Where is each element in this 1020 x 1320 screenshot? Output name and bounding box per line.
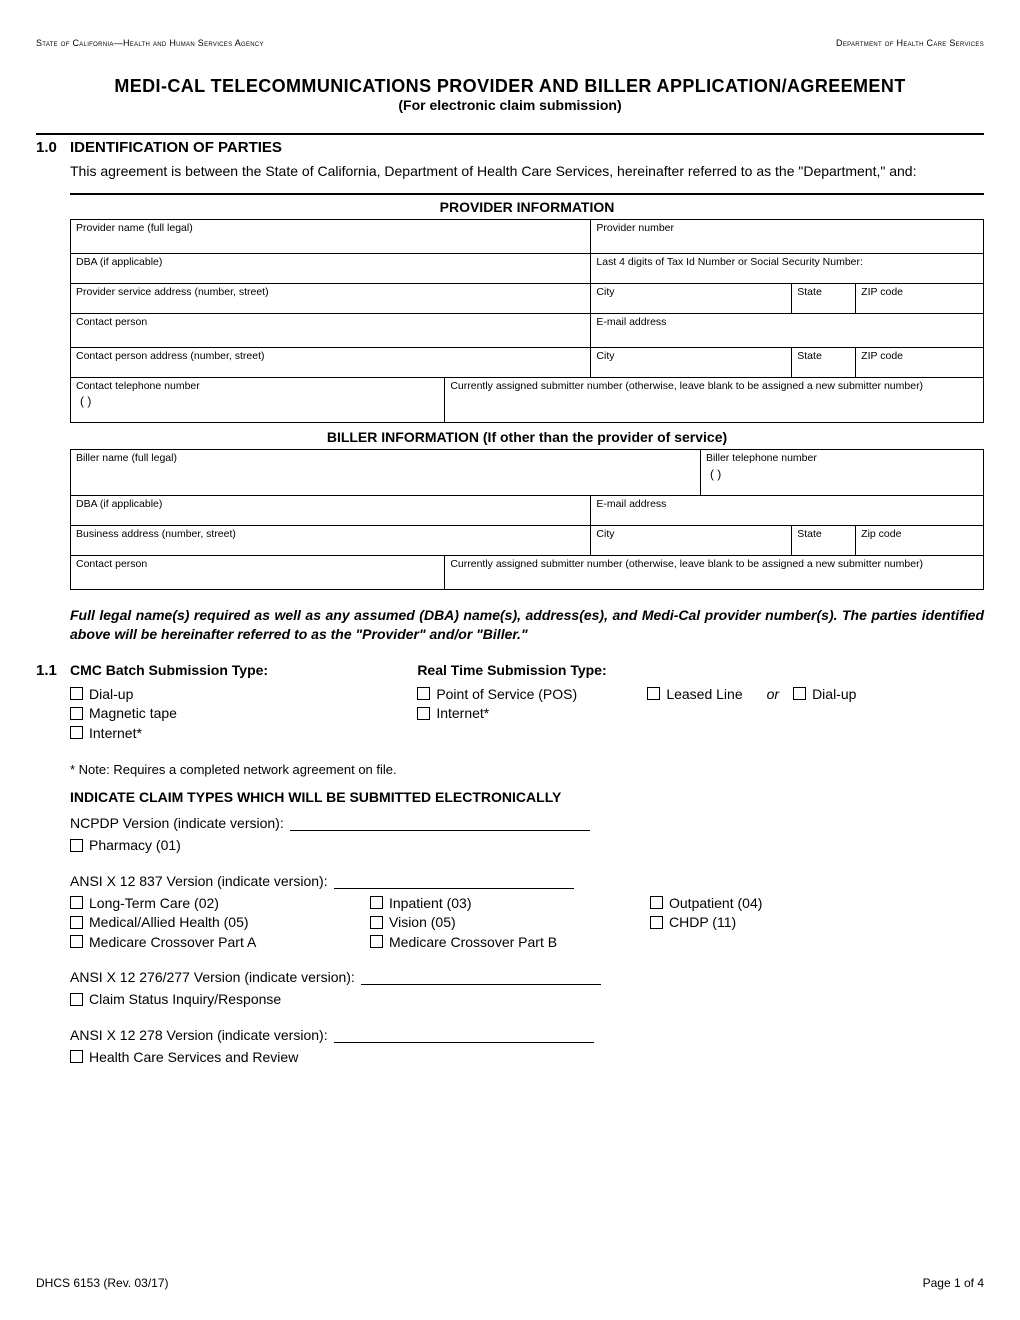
field-contact-state[interactable]: State bbox=[792, 347, 856, 377]
form-number: DHCS 6153 (Rev. 03/17) bbox=[36, 1276, 169, 1290]
field-provider-address[interactable]: Provider service address (number, street… bbox=[71, 283, 591, 313]
field-biller-zip[interactable]: Zip code bbox=[856, 526, 984, 556]
ansi276-label: ANSI X 12 276/277 Version (indicate vers… bbox=[70, 969, 355, 985]
checkbox-claim-status[interactable]: Claim Status Inquiry/Response bbox=[70, 991, 281, 1007]
agency-left: State of California—Health and Human Ser… bbox=[36, 38, 264, 48]
network-footnote: * Note: Requires a completed network agr… bbox=[70, 762, 984, 777]
checkbox-outpatient[interactable]: Outpatient (04) bbox=[650, 895, 762, 911]
page-header: State of California—Health and Human Ser… bbox=[36, 38, 984, 48]
provider-info-table: Provider name (full legal) Provider numb… bbox=[70, 219, 984, 424]
ansi276-version-line[interactable] bbox=[361, 971, 601, 985]
ansi278-version-line[interactable] bbox=[334, 1029, 594, 1043]
section-1-0-title: IDENTIFICATION OF PARTIES bbox=[70, 139, 282, 156]
field-contact-email[interactable]: E-mail address bbox=[591, 313, 984, 347]
ncpdp-label: NCPDP Version (indicate version): bbox=[70, 815, 284, 831]
field-biller-city[interactable]: City bbox=[591, 526, 792, 556]
ansi278-label: ANSI X 12 278 Version (indicate version)… bbox=[70, 1027, 328, 1043]
field-tax-last4[interactable]: Last 4 digits of Tax Id Number or Social… bbox=[591, 253, 984, 283]
checkbox-hc-review[interactable]: Health Care Services and Review bbox=[70, 1049, 298, 1065]
ansi837-version-line[interactable] bbox=[334, 875, 574, 889]
checkbox-medical[interactable]: Medical/Allied Health (05) bbox=[70, 914, 249, 930]
cmc-title: CMC Batch Submission Type: bbox=[70, 662, 417, 678]
field-provider-number[interactable]: Provider number bbox=[591, 219, 984, 253]
title-block: MEDI-CAL TELECOMMUNICATIONS PROVIDER AND… bbox=[36, 76, 984, 113]
biller-info-heading: BILLER INFORMATION (If other than the pr… bbox=[70, 423, 984, 449]
ansi837-label: ANSI X 12 837 Version (indicate version)… bbox=[70, 873, 328, 889]
ncpdp-version-line[interactable] bbox=[290, 817, 590, 831]
checkbox-medb[interactable]: Medicare Crossover Part B bbox=[370, 934, 557, 950]
field-biller-dba[interactable]: DBA (if applicable) bbox=[71, 496, 591, 526]
field-biller-state[interactable]: State bbox=[792, 526, 856, 556]
checkbox-inpatient[interactable]: Inpatient (03) bbox=[370, 895, 472, 911]
checkbox-leased[interactable]: Leased Line bbox=[647, 686, 742, 702]
checkbox-pos[interactable]: Point of Service (POS) bbox=[417, 686, 577, 702]
checkbox-magtape[interactable]: Magnetic tape bbox=[70, 705, 177, 721]
field-biller-phone[interactable]: Biller telephone number ( ) bbox=[700, 450, 983, 496]
legal-note: Full legal name(s) required as well as a… bbox=[70, 606, 984, 644]
field-contact-phone[interactable]: Contact telephone number ( ) bbox=[71, 377, 445, 423]
provider-info-heading: PROVIDER INFORMATION bbox=[70, 195, 984, 219]
field-biller-submitter[interactable]: Currently assigned submitter number (oth… bbox=[445, 556, 984, 590]
field-contact-zip[interactable]: ZIP code bbox=[856, 347, 984, 377]
field-submitter-number[interactable]: Currently assigned submitter number (oth… bbox=[445, 377, 984, 423]
checkbox-chdp[interactable]: CHDP (11) bbox=[650, 914, 736, 930]
field-biller-address[interactable]: Business address (number, street) bbox=[71, 526, 591, 556]
checkbox-vision[interactable]: Vision (05) bbox=[370, 914, 456, 930]
section-1-0-num: 1.0 bbox=[36, 139, 70, 156]
title-sub: (For electronic claim submission) bbox=[36, 97, 984, 113]
field-contact-address[interactable]: Contact person address (number, street) bbox=[71, 347, 591, 377]
section-1-0-para: This agreement is between the State of C… bbox=[70, 162, 984, 181]
field-provider-dba[interactable]: DBA (if applicable) bbox=[71, 253, 591, 283]
page-footer: DHCS 6153 (Rev. 03/17) Page 1 of 4 bbox=[36, 1276, 984, 1290]
field-biller-name[interactable]: Biller name (full legal) bbox=[71, 450, 701, 496]
field-provider-state[interactable]: State bbox=[792, 283, 856, 313]
field-biller-contact[interactable]: Contact person bbox=[71, 556, 445, 590]
field-biller-email[interactable]: E-mail address bbox=[591, 496, 984, 526]
field-provider-zip[interactable]: ZIP code bbox=[856, 283, 984, 313]
or-text: or bbox=[767, 686, 779, 702]
field-contact-person[interactable]: Contact person bbox=[71, 313, 591, 347]
rt-title: Real Time Submission Type: bbox=[417, 662, 984, 678]
page-number: Page 1 of 4 bbox=[923, 1276, 984, 1290]
section-1-1-num: 1.1 bbox=[36, 662, 70, 679]
checkbox-meda[interactable]: Medicare Crossover Part A bbox=[70, 934, 256, 950]
field-provider-name[interactable]: Provider name (full legal) bbox=[71, 219, 591, 253]
checkbox-dialup-rt[interactable]: Dial-up bbox=[793, 686, 856, 702]
checkbox-internet-cmc[interactable]: Internet* bbox=[70, 725, 142, 741]
checkbox-ltc[interactable]: Long-Term Care (02) bbox=[70, 895, 219, 911]
biller-info-table: Biller name (full legal) Biller telephon… bbox=[70, 449, 984, 590]
field-contact-city[interactable]: City bbox=[591, 347, 792, 377]
agency-right: Department of Health Care Services bbox=[836, 38, 984, 48]
checkbox-internet-rt[interactable]: Internet* bbox=[417, 705, 489, 721]
claim-types-heading: INDICATE CLAIM TYPES WHICH WILL BE SUBMI… bbox=[70, 789, 984, 805]
checkbox-pharmacy[interactable]: Pharmacy (01) bbox=[70, 837, 181, 853]
checkbox-dialup[interactable]: Dial-up bbox=[70, 686, 133, 702]
field-provider-city[interactable]: City bbox=[591, 283, 792, 313]
title-main: MEDI-CAL TELECOMMUNICATIONS PROVIDER AND… bbox=[36, 76, 984, 97]
